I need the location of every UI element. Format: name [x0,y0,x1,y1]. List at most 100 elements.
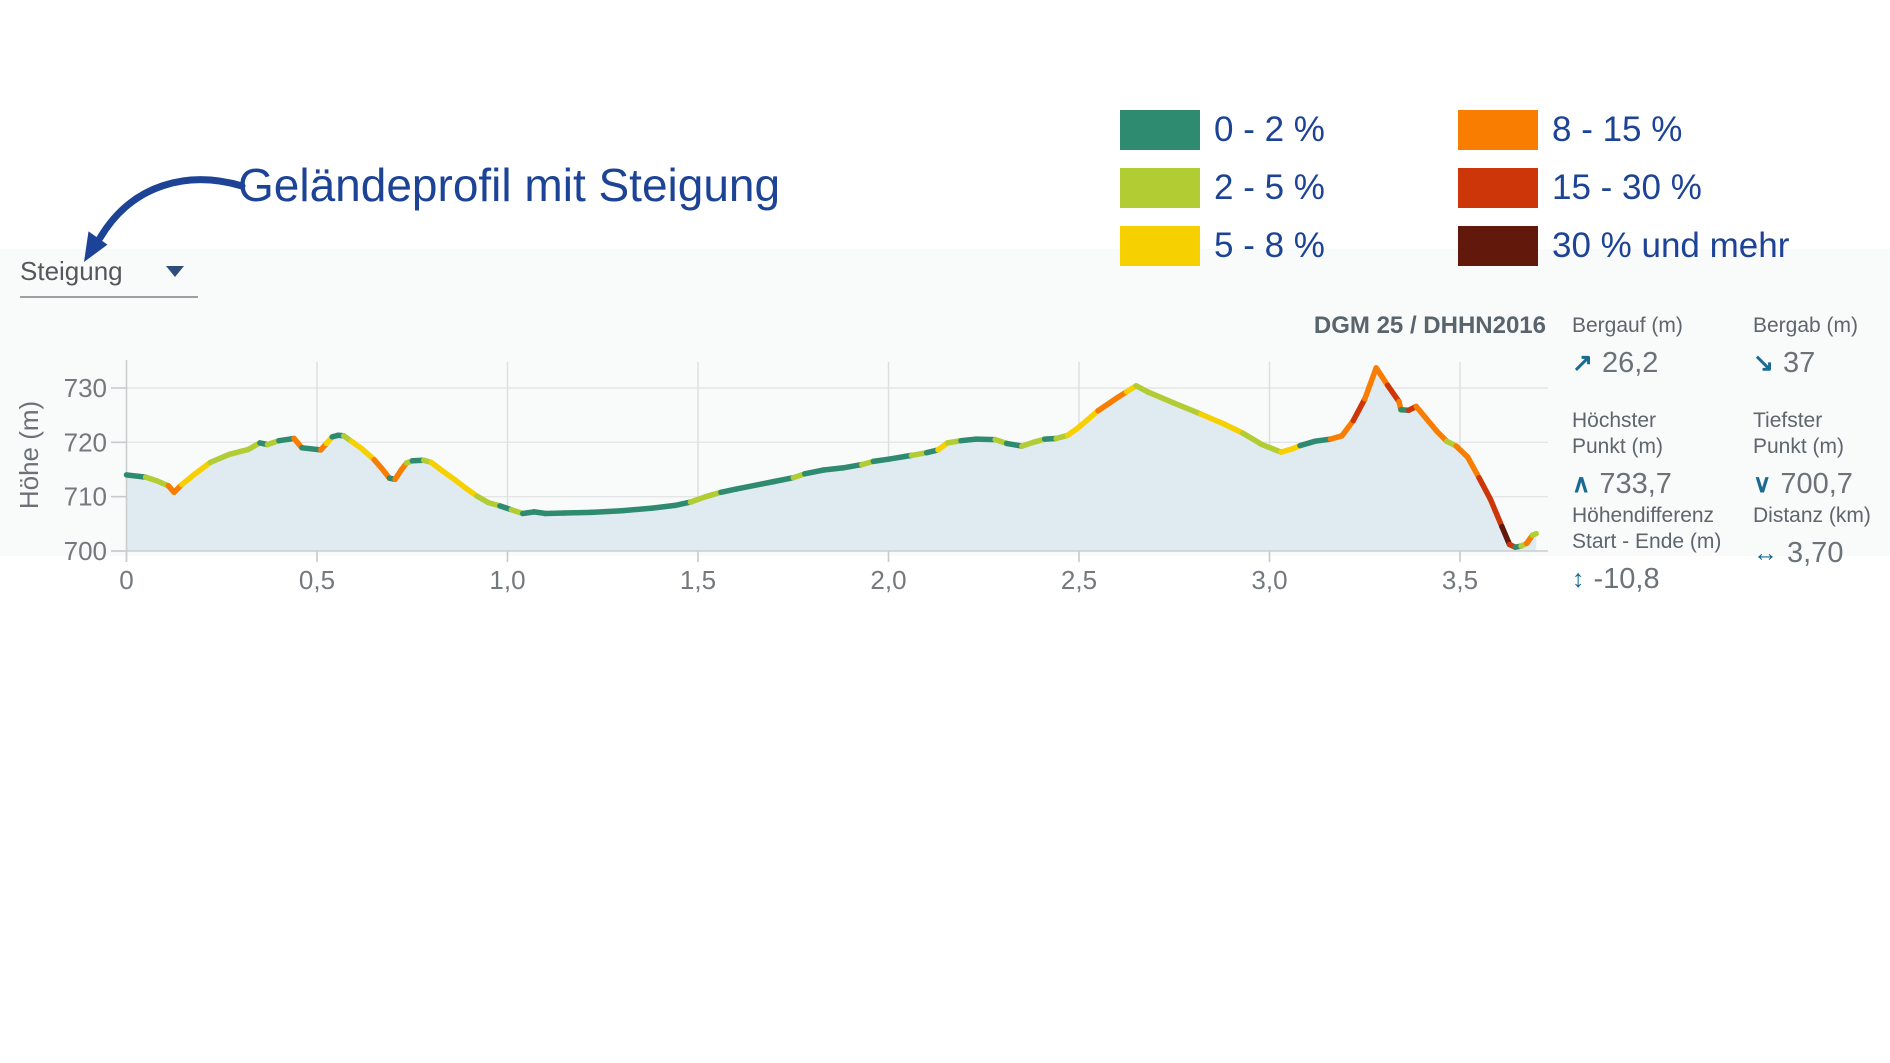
stat-bergauf-label: Bergauf (m) [1572,314,1683,337]
legend-item-5-8: 5 - 8 % [1120,226,1325,266]
legend-item-0-2: 0 - 2 % [1120,110,1325,150]
profile-segment [1499,523,1513,548]
legend-label: 5 - 8 % [1214,226,1325,265]
legend-swatch-8-15 [1458,110,1538,150]
annotation-arrow-icon [84,176,246,262]
legend-item-15-30: 15 - 30 % [1458,168,1789,208]
profile-segment [1076,408,1101,430]
stat-hoehendifferenz-label2: Start - Ende (m) [1572,530,1722,553]
profile-segment [226,446,252,458]
chevron-down-small-icon: ∨ [1753,470,1772,498]
profile-segment [840,461,865,471]
profile-segment [1529,530,1539,538]
profile-segment [1198,411,1227,427]
profile-segment [207,451,233,466]
uphill-arrow-icon: ↗ [1572,349,1593,377]
x-tick-label: 2,5 [1061,565,1097,595]
x-tick-label: 1,0 [489,565,525,595]
chevron-up-icon: ∧ [1572,470,1591,498]
legend-item-8-15: 8 - 15 % [1458,110,1789,150]
x-tick-label: 3,0 [1251,565,1287,595]
x-tick-label: 0,5 [299,565,335,595]
stat-hoechster-label: Höchster [1572,409,1657,432]
profile-segment [178,471,198,488]
profile-segment [588,508,625,516]
legend-swatch-5-8 [1120,226,1200,266]
profile-segment [1464,454,1482,481]
profile-segment [1487,496,1505,530]
profile-segment [973,436,998,443]
legend-swatch-30-plus [1458,226,1538,266]
legend-label: 30 % und mehr [1552,226,1790,265]
y-axis-title: Höhe (m) [14,401,44,509]
profile-segment [820,465,846,473]
y-tick-label: 710 [64,482,107,512]
stat-bergab-label: Bergab (m) [1753,314,1859,337]
stat-hoehendifferenz: Höhendifferenz Start - Ende (m) ↕ -10,8 [1572,503,1721,596]
profile-segment [1095,395,1120,414]
y-tick-label: 720 [64,427,107,457]
x-tick-label: 1,5 [680,565,716,595]
elevation-model-label: DGM 25 / DHHN2016 [1313,312,1546,339]
profile-segment [885,452,915,462]
profile-segment [1221,421,1246,436]
legend-swatch-2-5 [1120,168,1200,208]
up-down-arrow-icon: ↕ [1572,565,1585,593]
elevation-profile-chart[interactable]: 0 0,5 1,0 1,5 2,0 2,5 3,0 3,5 700 710 720 730 Höhe (… [0,345,1560,600]
y-tick-label: 730 [64,373,107,403]
slope-legend-column-2: 8 - 15 % 15 - 30 % 30 % und mehr [1458,110,1789,266]
profile-segment [1240,430,1265,448]
profile-segment [771,474,797,485]
stat-hoehendifferenz-label: Höhendifferenz [1572,504,1715,527]
profile-area-fill [126,367,1537,551]
stat-distanz-label: Distanz (km) [1753,504,1871,527]
legend-item-2-5: 2 - 5 % [1120,168,1325,208]
legend-label: 15 - 30 % [1552,168,1702,207]
stat-hoehendifferenz-value: -10,8 [1593,563,1660,595]
annotation-title: Geländeprofil mit Steigung [238,159,781,211]
profile-segment [123,472,149,480]
profile-segment [619,505,656,514]
x-tick-label: 2,0 [870,565,906,595]
legend-label: 0 - 2 % [1214,110,1325,149]
left-right-arrow-icon: ↔ [1753,539,1778,567]
stat-bergauf-value: 26,2 [1601,347,1659,379]
y-tick-label: 700 [64,536,107,566]
profile-type-dropdown-value: Steigung [20,256,123,286]
stat-tiefster-value: 700,7 [1780,468,1853,500]
profile-segment [1171,400,1204,417]
stat-tiefster-label: Tiefster [1753,409,1823,432]
profile-segment [801,467,827,477]
profile-segment [1259,441,1284,455]
stat-bergauf: Bergauf (m) ↗ 26,2 [1572,313,1683,380]
stat-hoechster-value: 733,7 [1599,468,1672,500]
profile-segment [1384,382,1402,405]
profile-segment [1373,365,1391,389]
profile-segment [561,509,595,516]
profile-segment [299,445,324,453]
legend-label: 8 - 15 % [1552,110,1683,149]
stat-tiefster-label2: Punkt (m) [1753,435,1845,458]
legend-item-30-plus: 30 % und mehr [1458,226,1789,266]
profile-segment [649,502,678,511]
stat-tiefster-punkt: Tiefster Punkt (m) ∨ 700,7 [1753,408,1853,501]
stat-bergab-value: 37 [1782,347,1816,379]
legend-label: 2 - 5 % [1214,168,1325,207]
stat-distanz-value: 3,70 [1787,537,1844,569]
profile-segment [1422,415,1440,435]
profile-type-dropdown[interactable]: Steigung [20,256,198,298]
profile-segment [192,459,214,477]
profile-segment [542,510,568,517]
downhill-arrow-icon: ↘ [1753,349,1774,377]
legend-swatch-15-30 [1458,168,1538,208]
profile-segment [733,482,758,492]
x-tick-label: 3,5 [1442,565,1478,595]
x-tick-label: 0 [119,565,133,595]
stat-hoechster-punkt: Höchster Punkt (m) ∧ 733,7 [1572,408,1672,501]
profile-segment [752,478,777,489]
legend-swatch-0-2 [1120,110,1200,150]
slope-legend-column-1: 0 - 2 % 2 - 5 % 5 - 8 % [1120,110,1325,266]
profile-segment [1476,474,1494,503]
stat-distanz: Distanz (km) ↔ 3,70 [1753,503,1871,570]
